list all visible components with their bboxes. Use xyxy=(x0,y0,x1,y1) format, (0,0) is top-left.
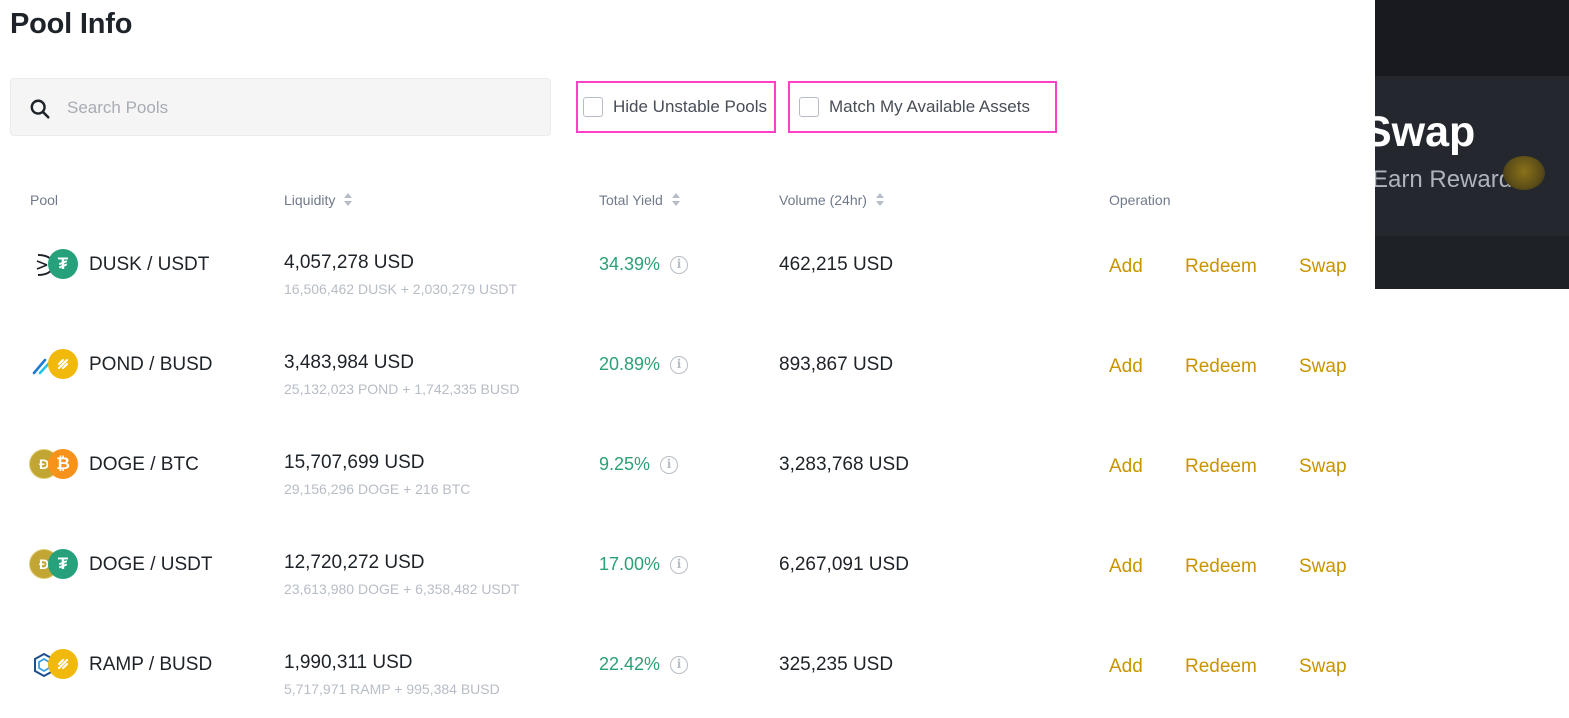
liquidity-detail: 5,717,971 RAMP + 995,384 BUSD xyxy=(284,681,500,697)
pair-icons: Ð ₿ xyxy=(29,449,81,481)
page-title: Pool Info xyxy=(10,8,133,40)
volume-value: 6,267,091 USD xyxy=(779,554,909,575)
swap-button[interactable]: Swap xyxy=(1299,256,1347,277)
sort-icon[interactable] xyxy=(344,193,353,207)
yield-value: 22.42% xyxy=(599,654,661,674)
pair-icons xyxy=(29,649,81,681)
table-row: ₮ DUSK / USDT 4,057,278 USD 16,506,462 D… xyxy=(0,230,1375,330)
total-yield: 17.00% i xyxy=(599,554,689,575)
info-icon[interactable]: i xyxy=(660,455,679,474)
liquidity-detail: 23,613,980 DOGE + 6,358,482 USDT xyxy=(284,581,520,597)
swap-button[interactable]: Swap xyxy=(1299,656,1347,677)
header-pool: Pool xyxy=(30,192,58,208)
yield-value: 9.25% xyxy=(599,454,651,474)
header-pool-label: Pool xyxy=(30,192,59,208)
info-icon[interactable]: i xyxy=(670,255,689,274)
volume-value: 3,283,768 USD xyxy=(779,454,909,475)
hide-unstable-pools-label[interactable]: Hide Unstable Pools xyxy=(613,97,768,116)
redeem-button[interactable]: Redeem xyxy=(1185,456,1257,477)
add-button[interactable]: Add xyxy=(1109,256,1143,277)
header-total-yield-label[interactable]: Total Yield xyxy=(599,192,663,208)
table-row: POND / BUSD 3,483,984 USD 25,132,023 PON… xyxy=(0,330,1375,430)
liquidity-value: 1,990,311 USD xyxy=(284,652,413,673)
usdt-icon: ₮ xyxy=(48,249,78,279)
match-assets-label[interactable]: Match My Available Assets xyxy=(829,97,1030,116)
banner-panel xyxy=(1375,76,1569,236)
add-button[interactable]: Add xyxy=(1109,456,1143,477)
coin-decoration-icon xyxy=(1503,156,1545,190)
sort-icon[interactable] xyxy=(875,193,884,207)
redeem-button[interactable]: Redeem xyxy=(1185,556,1257,577)
info-icon[interactable]: i xyxy=(670,555,689,574)
table-row: Ð ₿ DOGE / BTC 15,707,699 USD 29,156,296… xyxy=(0,430,1375,530)
banner-title: Swap xyxy=(1375,108,1476,156)
redeem-button[interactable]: Redeem xyxy=(1185,656,1257,677)
add-button[interactable]: Add xyxy=(1109,656,1143,677)
add-button[interactable]: Add xyxy=(1109,556,1143,577)
pool-pair: DOGE / BTC xyxy=(89,454,199,475)
swap-button[interactable]: Swap xyxy=(1299,456,1347,477)
busd-icon xyxy=(48,649,78,679)
search-input[interactable] xyxy=(67,91,527,125)
pair-icons: Ð ₮ xyxy=(29,549,81,581)
pool-pair: POND / BUSD xyxy=(89,354,213,375)
swap-button[interactable]: Swap xyxy=(1299,556,1347,577)
header-volume-label[interactable]: Volume (24hr) xyxy=(779,192,867,208)
pool-pair: RAMP / BUSD xyxy=(89,654,213,675)
volume-value: 893,867 USD xyxy=(779,354,894,375)
yield-value: 34.39% xyxy=(599,254,661,274)
match-assets-filter[interactable]: Match My Available Assets xyxy=(788,81,1057,133)
liquidity-value: 15,707,699 USD xyxy=(284,452,425,473)
table-row: Ð ₮ DOGE / USDT 12,720,272 USD 23,613,98… xyxy=(0,530,1375,630)
info-icon[interactable]: i xyxy=(670,655,689,674)
hide-unstable-pools-checkbox[interactable] xyxy=(583,97,603,117)
pair-icons xyxy=(29,349,81,381)
volume-value: 462,215 USD xyxy=(779,254,894,275)
total-yield: 9.25% i xyxy=(599,454,679,475)
header-liquidity[interactable]: Liquidity xyxy=(284,192,353,208)
search-box[interactable] xyxy=(10,78,551,136)
header-operation-label: Operation xyxy=(1109,192,1171,208)
search-icon xyxy=(30,99,50,119)
yield-value: 17.00% xyxy=(599,554,661,574)
volume-value: 325,235 USD xyxy=(779,654,894,675)
liquidity-value: 12,720,272 USD xyxy=(284,552,425,573)
btc-icon: ₿ xyxy=(48,449,78,479)
pool-pair: DOGE / USDT xyxy=(89,554,213,575)
liquidity-value: 3,483,984 USD xyxy=(284,352,414,373)
redeem-button[interactable]: Redeem xyxy=(1185,356,1257,377)
banner-subtitle: Earn Rewards xyxy=(1375,166,1525,193)
total-yield: 34.39% i xyxy=(599,254,689,275)
redeem-button[interactable]: Redeem xyxy=(1185,256,1257,277)
header-liquidity-label[interactable]: Liquidity xyxy=(284,192,336,208)
usdt-icon: ₮ xyxy=(48,549,78,579)
pair-icons: ₮ xyxy=(29,249,81,281)
liquidity-detail: 25,132,023 POND + 1,742,335 BUSD xyxy=(284,381,520,397)
table-row: RAMP / BUSD 1,990,311 USD 5,717,971 RAMP… xyxy=(0,630,1375,718)
header-volume[interactable]: Volume (24hr) xyxy=(779,192,884,208)
banner-top-strip xyxy=(1375,0,1569,76)
sort-icon[interactable] xyxy=(671,193,680,207)
match-assets-checkbox[interactable] xyxy=(799,97,819,117)
header-total-yield[interactable]: Total Yield xyxy=(599,192,680,208)
pool-pair: DUSK / USDT xyxy=(89,254,210,275)
total-yield: 20.89% i xyxy=(599,354,689,375)
liquidity-value: 4,057,278 USD xyxy=(284,252,414,273)
swap-button[interactable]: Swap xyxy=(1299,356,1347,377)
header-operation: Operation xyxy=(1109,192,1170,208)
yield-value: 20.89% xyxy=(599,354,661,374)
liquidity-detail: 29,156,296 DOGE + 216 BTC xyxy=(284,481,471,497)
hide-unstable-pools-filter[interactable]: Hide Unstable Pools xyxy=(576,81,776,133)
info-icon[interactable]: i xyxy=(670,355,689,374)
liquidity-detail: 16,506,462 DUSK + 2,030,279 USDT xyxy=(284,281,518,297)
add-button[interactable]: Add xyxy=(1109,356,1143,377)
promo-banner[interactable]: Swap Earn Rewards xyxy=(1375,0,1569,289)
total-yield: 22.42% i xyxy=(599,654,689,675)
busd-icon xyxy=(48,349,78,379)
